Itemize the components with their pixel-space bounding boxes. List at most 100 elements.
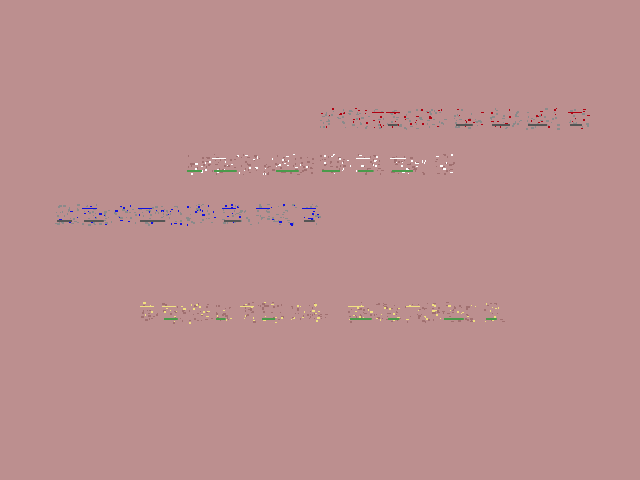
glyph-pixel xyxy=(343,112,344,113)
glyph-pixel xyxy=(77,209,79,211)
glyph-pixel xyxy=(189,322,191,324)
glyph-pixel xyxy=(211,318,213,319)
glyph-pixel xyxy=(412,304,413,305)
glyph-pixel xyxy=(248,220,250,222)
glyph-pixel xyxy=(238,205,239,207)
glyph-pixel xyxy=(364,157,365,158)
glyph-pixel xyxy=(135,214,137,216)
glyph-pixel xyxy=(256,215,259,216)
glyph-pixel xyxy=(227,165,230,167)
glyph-pixel xyxy=(416,116,419,117)
glyph-pixel xyxy=(358,155,359,156)
glyph-cluster xyxy=(302,204,321,225)
glyph-pixel xyxy=(411,160,413,162)
glyph-pixel xyxy=(236,213,238,214)
glyph-pixel xyxy=(468,127,471,129)
glyph-pixel xyxy=(452,164,454,165)
glyph-pixel xyxy=(441,109,442,111)
glyph-underline xyxy=(392,170,413,172)
glyph-pixel xyxy=(288,222,290,223)
glyph-pixel xyxy=(573,115,575,117)
glyph-pixel xyxy=(551,122,552,123)
glyph-cluster xyxy=(256,204,297,226)
glyph-pixel xyxy=(400,318,401,319)
glyph-pixel xyxy=(429,126,430,128)
glyph-pixel xyxy=(498,307,499,309)
glyph-pixel xyxy=(375,109,378,110)
glyph-pixel xyxy=(417,314,418,315)
glyph-cluster xyxy=(435,154,455,175)
glyph-pixel xyxy=(515,116,516,117)
glyph-pixel xyxy=(223,222,226,224)
glyph-pixel xyxy=(291,306,293,307)
glyph-pixel xyxy=(126,211,128,213)
glyph-cluster xyxy=(568,109,590,129)
glyph-pixel xyxy=(339,158,341,160)
glyph-pixel xyxy=(425,316,426,318)
glyph-bar xyxy=(222,208,236,209)
glyph-pixel xyxy=(331,114,333,116)
glyph-underline xyxy=(187,170,202,172)
glyph-pixel xyxy=(279,221,282,223)
glyph-pixel xyxy=(391,321,393,322)
glyph-pixel xyxy=(120,217,123,219)
glyph-pixel xyxy=(268,166,271,167)
glyph-pixel xyxy=(55,223,58,224)
glyph-pixel xyxy=(432,310,435,312)
glyph-pixel xyxy=(557,124,560,126)
glyph-pixel xyxy=(465,123,467,124)
glyph-pixel xyxy=(205,319,208,320)
glyph-pixel xyxy=(451,154,453,156)
glyph-cluster xyxy=(118,205,137,224)
glyph-pixel xyxy=(410,123,412,125)
glyph-pixel xyxy=(263,320,266,321)
glyph-pixel xyxy=(517,111,519,112)
glyph-pixel xyxy=(363,312,364,313)
glyph-cluster xyxy=(404,109,447,130)
glyph-pixel xyxy=(582,113,585,115)
glyph-pixel xyxy=(111,221,112,223)
glyph-pixel xyxy=(189,310,190,312)
glyph-pixel xyxy=(430,116,431,117)
glyph-pixel xyxy=(317,214,319,215)
glyph-pixel xyxy=(197,212,198,213)
glyph-pixel xyxy=(451,321,452,322)
glyph-pixel xyxy=(88,218,90,219)
glyph-pixel xyxy=(416,120,417,121)
glyph-pixel xyxy=(197,167,198,169)
glyph-row xyxy=(140,302,505,324)
glyph-pixel xyxy=(343,161,344,163)
glyph-pixel xyxy=(368,309,369,311)
glyph-pixel xyxy=(234,167,236,168)
glyph-bar xyxy=(356,158,370,159)
glyph-pixel xyxy=(151,222,153,224)
glyph-underline xyxy=(528,124,548,126)
glyph-pixel xyxy=(68,211,69,212)
glyph-pixel xyxy=(359,118,360,120)
glyph-pixel xyxy=(120,220,123,221)
glyph-pixel xyxy=(402,162,403,163)
glyph-pixel xyxy=(199,306,201,308)
glyph-pixel xyxy=(556,108,557,109)
glyph-pixel xyxy=(143,302,146,304)
glyph-pixel xyxy=(324,159,326,160)
glyph-pixel xyxy=(515,114,517,116)
glyph-pixel xyxy=(446,302,449,303)
glyph-pixel xyxy=(396,117,399,118)
glyph-pixel xyxy=(454,306,455,307)
glyph-pixel xyxy=(203,311,205,313)
glyph-pixel xyxy=(312,204,313,205)
glyph-pixel xyxy=(311,218,313,220)
glyph-pixel xyxy=(422,162,423,163)
glyph-pixel xyxy=(312,163,314,164)
glyph-pixel xyxy=(340,165,341,167)
glyph-pixel xyxy=(422,172,424,173)
glyph-pixel xyxy=(259,158,260,159)
glyph-pixel xyxy=(358,110,360,111)
glyph-pixel xyxy=(182,320,183,322)
glyph-pixel xyxy=(418,315,421,317)
glyph-pixel xyxy=(538,122,540,123)
glyph-pixel xyxy=(207,210,208,212)
glyph-pixel xyxy=(171,209,173,210)
glyph-pixel xyxy=(427,120,430,121)
